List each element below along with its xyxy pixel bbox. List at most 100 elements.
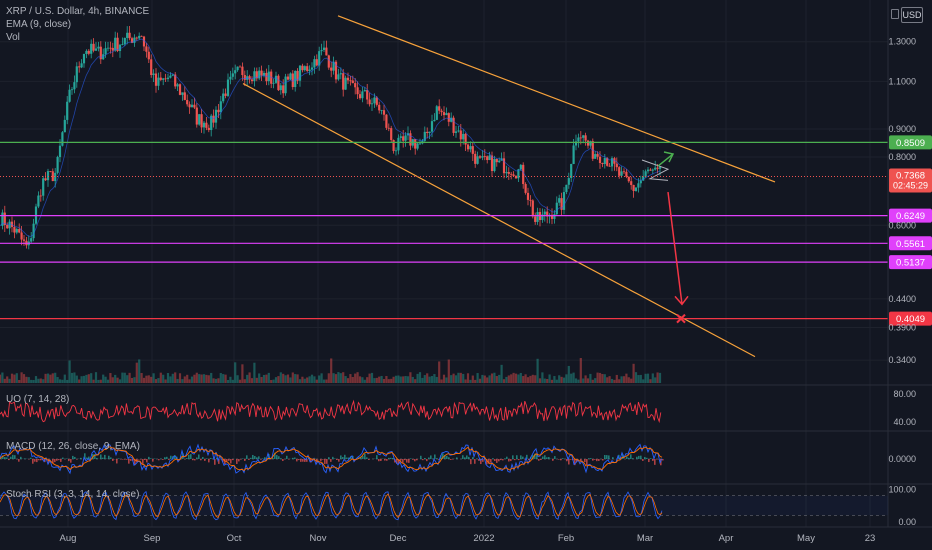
volume-bar bbox=[356, 372, 359, 383]
candle-body bbox=[169, 75, 172, 78]
lock-icon[interactable] bbox=[891, 9, 899, 19]
macd-histogram-bar bbox=[334, 458, 336, 459]
candle-body bbox=[190, 104, 194, 108]
macd-histogram-bar bbox=[622, 454, 624, 459]
candle-body bbox=[277, 75, 280, 91]
candle-body bbox=[486, 156, 489, 161]
macd-histogram-bar bbox=[206, 458, 208, 459]
volume-bar bbox=[445, 377, 448, 383]
macd-histogram-bar bbox=[332, 456, 334, 459]
level-label: 0.8509 bbox=[896, 138, 925, 149]
candle-body bbox=[145, 46, 148, 52]
symbol-title[interactable]: XRP / U.S. Dollar, 4h, BINANCE bbox=[6, 6, 150, 17]
volume-bar bbox=[387, 379, 390, 383]
macd-histogram-bar bbox=[310, 459, 312, 463]
macd-histogram-bar bbox=[650, 458, 652, 459]
volume-bar bbox=[294, 374, 297, 383]
candle-body bbox=[298, 65, 302, 81]
macd-histogram-bar bbox=[534, 453, 536, 459]
candle-body bbox=[229, 76, 232, 80]
macd-histogram-bar bbox=[188, 454, 190, 459]
candle-body bbox=[133, 37, 136, 43]
candle-body bbox=[234, 70, 237, 74]
currency-badge[interactable]: USD bbox=[901, 7, 923, 23]
macd-histogram-bar bbox=[24, 458, 26, 459]
volume-bar bbox=[284, 375, 287, 383]
volume-bar bbox=[601, 374, 604, 383]
macd-histogram-bar bbox=[150, 458, 152, 459]
candle-body bbox=[313, 59, 316, 68]
macd-histogram-bar bbox=[140, 459, 142, 460]
time-axis-label: Mar bbox=[637, 533, 653, 544]
macd-histogram-bar bbox=[104, 454, 106, 459]
volume-bar bbox=[483, 375, 486, 383]
candle-body bbox=[135, 37, 138, 39]
volume-bar bbox=[286, 374, 290, 383]
macd-histogram-bar bbox=[514, 459, 516, 461]
macd-histogram-bar bbox=[276, 455, 278, 459]
macd-histogram-bar bbox=[426, 459, 428, 462]
volume-bar bbox=[385, 376, 388, 383]
macd-histogram-bar bbox=[292, 457, 294, 459]
candle-body bbox=[1, 212, 4, 226]
volume-bar bbox=[99, 379, 102, 383]
macd-histogram-bar bbox=[580, 459, 582, 462]
macd-histogram-bar bbox=[298, 459, 300, 461]
macd-histogram-bar bbox=[628, 457, 630, 459]
macd-histogram-bar bbox=[636, 456, 638, 459]
candle-body bbox=[306, 66, 309, 71]
macd-histogram-bar bbox=[60, 459, 62, 462]
macd-histogram-bar bbox=[586, 459, 588, 465]
volume-bar bbox=[339, 373, 342, 383]
candle-body bbox=[270, 71, 273, 84]
candle-body bbox=[620, 171, 623, 176]
volume-bar bbox=[25, 376, 28, 383]
candle-body bbox=[550, 214, 554, 219]
candle-body bbox=[490, 155, 494, 172]
candle-body bbox=[159, 77, 162, 80]
macd-histogram-bar bbox=[256, 457, 258, 459]
macd-histogram-bar bbox=[34, 459, 36, 462]
volume-bar bbox=[123, 372, 126, 383]
volume-bar bbox=[598, 372, 602, 383]
volume-bar bbox=[97, 379, 100, 383]
macd-histogram-bar bbox=[324, 459, 326, 465]
candle-body bbox=[577, 137, 580, 142]
ema-legend[interactable]: EMA (9, close) bbox=[6, 19, 72, 30]
candle-body bbox=[464, 133, 467, 145]
macd-histogram-bar bbox=[84, 453, 86, 459]
candle-body bbox=[121, 44, 124, 46]
time-axis-label: Nov bbox=[310, 533, 327, 544]
volume-bar bbox=[579, 358, 582, 383]
macd-histogram-bar bbox=[540, 459, 542, 460]
macd-histogram-bar bbox=[296, 459, 298, 462]
volume-legend[interactable]: Vol bbox=[6, 32, 20, 43]
macd-histogram-bar bbox=[368, 459, 370, 460]
candle-body bbox=[265, 72, 268, 82]
candle-body bbox=[423, 131, 426, 141]
macd-histogram-bar bbox=[346, 457, 348, 459]
volume-bar bbox=[630, 378, 633, 383]
candle-body bbox=[181, 92, 184, 95]
candle-body bbox=[243, 75, 246, 80]
candle-body bbox=[385, 114, 388, 128]
volume-bar bbox=[394, 375, 398, 383]
macd-histogram-bar bbox=[660, 459, 662, 466]
volume-bar bbox=[342, 372, 345, 383]
volume-bar bbox=[586, 378, 590, 383]
candle-body bbox=[531, 200, 534, 217]
volume-bar bbox=[454, 375, 458, 383]
candle-body bbox=[512, 174, 515, 176]
candle-body bbox=[644, 171, 647, 177]
macd-histogram-bar bbox=[342, 457, 344, 459]
volume-bar bbox=[61, 379, 64, 383]
candle-body bbox=[70, 89, 74, 91]
macd-histogram-bar bbox=[440, 455, 442, 459]
macd-histogram-bar bbox=[278, 456, 280, 459]
candle-body bbox=[325, 47, 328, 56]
volume-bar bbox=[373, 378, 376, 383]
macd-histogram-bar bbox=[494, 459, 496, 461]
volume-bar bbox=[529, 375, 532, 383]
volume-bar bbox=[46, 373, 50, 383]
